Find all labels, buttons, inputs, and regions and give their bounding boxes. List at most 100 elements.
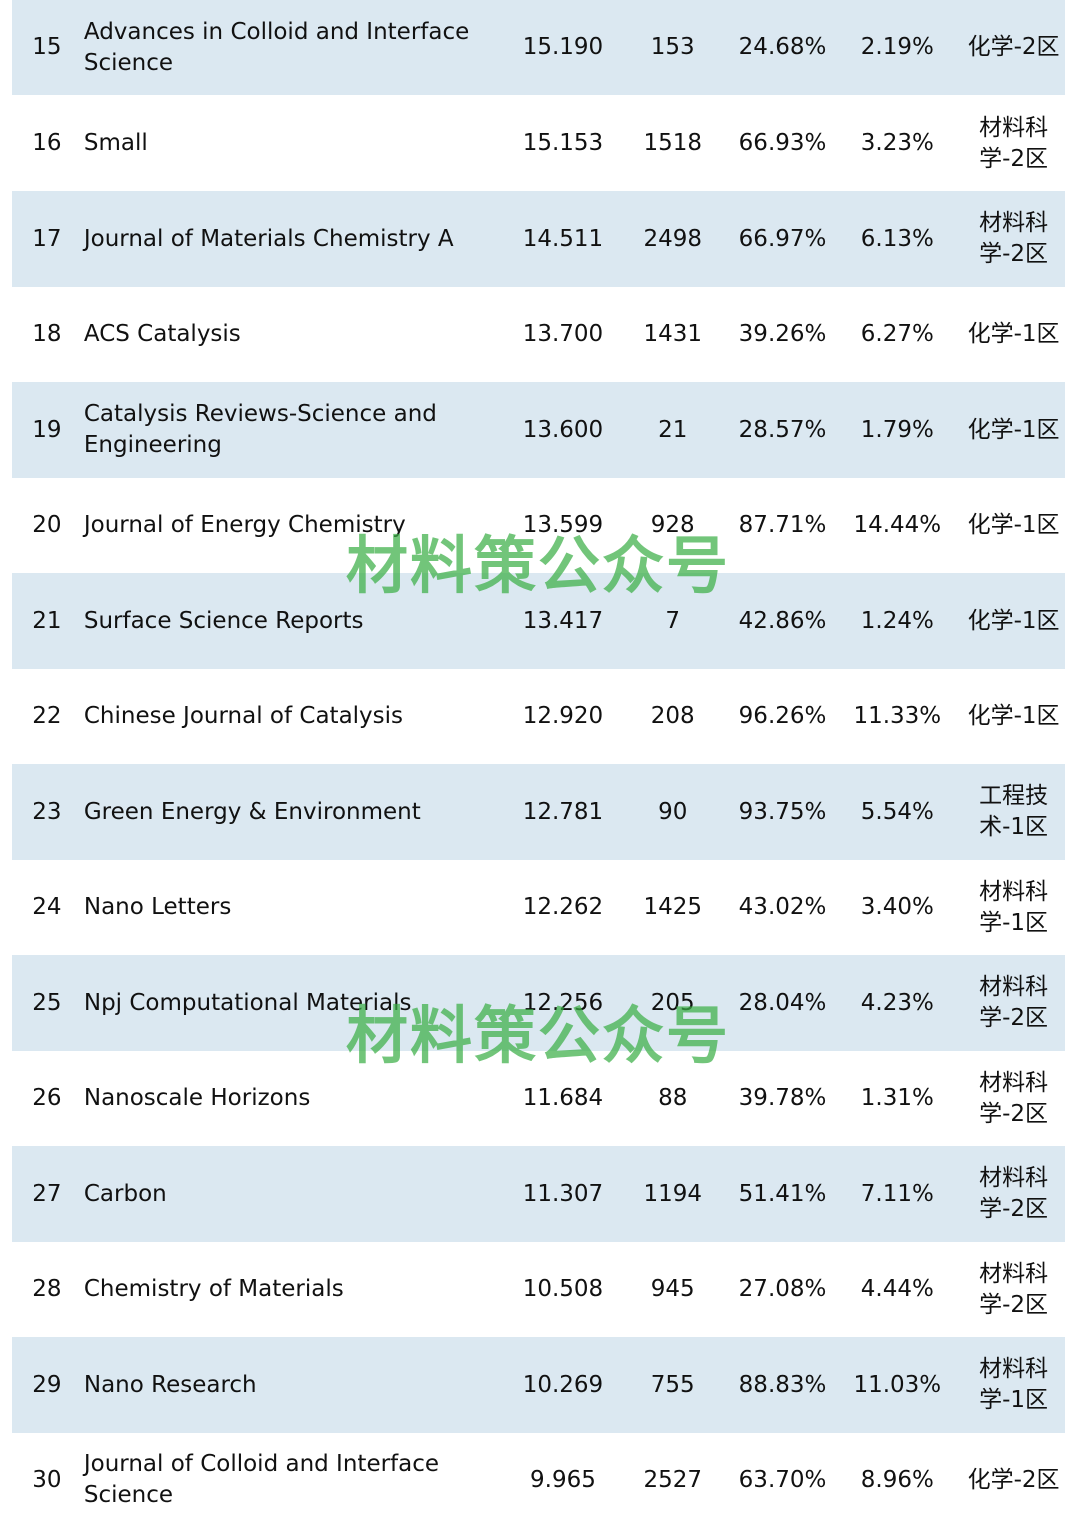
journal-title-cell: Nano Research xyxy=(83,1371,257,1398)
impact-factor-cell: 15.153 xyxy=(522,130,604,156)
self-citation-cell: 4.23% xyxy=(860,989,934,1016)
table-row: 20 Journal of Energy Chemistry 13.599 928 87… xyxy=(12,478,1065,573)
table-row: 22 Chinese Journal of Catalysis 12.920 208 9… xyxy=(12,669,1065,764)
rank-cell: 15 xyxy=(32,34,62,60)
oa-ratio-cell: 66.97% xyxy=(738,225,827,252)
rank-cell: 26 xyxy=(32,1085,62,1111)
table-row: 23 Green Energy & Environment 12.781 90 93.7… xyxy=(12,764,1065,860)
oa-ratio-cell: 93.75% xyxy=(738,798,827,825)
cas-zone-cell: 材料科学-2区 xyxy=(979,1260,1049,1318)
cas-zone-cell: 材料科学-1区 xyxy=(979,1356,1049,1413)
cas-zone-cell: 化学-2区 xyxy=(967,34,1060,60)
paper-count-cell: 1431 xyxy=(643,321,703,347)
table-row: 25 Npj Computational Materials 12.256 205 28… xyxy=(12,955,1065,1051)
oa-ratio-cell: 39.78% xyxy=(738,1085,827,1111)
impact-factor-cell: 14.511 xyxy=(522,225,604,252)
self-citation-cell: 3.23% xyxy=(860,130,934,156)
cas-zone-cell: 化学-1区 xyxy=(967,321,1060,347)
impact-factor-cell: 15.190 xyxy=(522,34,604,60)
impact-factor-cell: 13.600 xyxy=(522,416,604,443)
rank-cell: 23 xyxy=(32,798,62,825)
journal-title-cell: Journal of Materials Chemistry A xyxy=(83,225,454,252)
journal-title-cell: Nano Letters xyxy=(83,894,232,920)
self-citation-cell: 11.03% xyxy=(853,1371,942,1398)
journal-title-cell: Surface Science Reports xyxy=(83,607,364,634)
rank-cell: 20 xyxy=(32,512,62,538)
rank-cell: 18 xyxy=(32,321,62,347)
paper-count-cell: 88 xyxy=(658,1085,688,1111)
self-citation-cell: 1.24% xyxy=(860,607,934,634)
impact-factor-cell: 13.700 xyxy=(522,321,604,347)
table-row: 18 ACS Catalysis 13.700 1431 39.26% 6.27% 化学-1… xyxy=(12,287,1065,382)
table-row: 21 Surface Science Reports 13.417 7 42.86% 1.… xyxy=(12,573,1065,669)
journal-title-cell: Carbon xyxy=(83,1180,167,1207)
rank-cell: 28 xyxy=(32,1276,62,1302)
table-row: 27 Carbon 11.307 1194 51.41% 7.11% 材料科学-2区 xyxy=(12,1146,1065,1242)
impact-factor-cell: 11.684 xyxy=(522,1085,604,1111)
cas-zone-cell: 工程技术-1区 xyxy=(979,783,1049,840)
oa-ratio-cell: 28.04% xyxy=(738,989,827,1016)
self-citation-cell: 6.27% xyxy=(860,321,934,347)
oa-ratio-cell: 87.71% xyxy=(738,512,827,538)
rank-cell: 19 xyxy=(32,416,62,443)
cas-zone-cell: 化学-1区 xyxy=(967,607,1060,634)
table-row: 16 Small 15.153 1518 66.93% 3.23% 材料科学-2区 xyxy=(12,96,1065,191)
journal-title-cell: ACS Catalysis xyxy=(83,321,241,347)
impact-factor-cell: 13.417 xyxy=(522,607,604,634)
paper-count-cell: 2527 xyxy=(643,1466,703,1493)
rank-cell: 27 xyxy=(32,1180,62,1207)
impact-factor-cell: 10.508 xyxy=(522,1276,604,1302)
paper-count-cell: 90 xyxy=(658,798,688,825)
journal-title-cell: Green Energy & Environment xyxy=(83,798,421,825)
self-citation-cell: 7.11% xyxy=(860,1180,934,1207)
journal-title-cell: Journal of Colloid and Interface Science xyxy=(83,1451,440,1508)
self-citation-cell: 8.96% xyxy=(860,1466,934,1493)
cas-zone-cell: 化学-1区 xyxy=(967,512,1060,538)
rank-cell: 16 xyxy=(32,130,62,156)
self-citation-cell: 2.19% xyxy=(860,34,934,60)
paper-count-cell: 2498 xyxy=(643,225,703,252)
table-row: 17 Journal of Materials Chemistry A 14.511… xyxy=(12,191,1065,287)
paper-count-cell: 205 xyxy=(650,989,695,1016)
cas-zone-cell: 材料科学-2区 xyxy=(979,1069,1049,1127)
journal-title-cell: Journal of Energy Chemistry xyxy=(83,512,406,538)
self-citation-cell: 14.44% xyxy=(853,512,942,538)
impact-factor-cell: 12.781 xyxy=(522,798,604,825)
paper-count-cell: 21 xyxy=(658,416,688,443)
table-row: 29 Nano Research 10.269 755 88.83% 11.03% 材料科学… xyxy=(12,1337,1065,1433)
rank-cell: 29 xyxy=(32,1371,62,1398)
self-citation-cell: 11.33% xyxy=(853,703,942,729)
paper-count-cell: 1194 xyxy=(643,1180,703,1207)
rank-cell: 24 xyxy=(32,894,62,920)
self-citation-cell: 1.31% xyxy=(860,1085,934,1111)
journal-title-cell: Nanoscale Horizons xyxy=(83,1085,311,1111)
rank-cell: 30 xyxy=(32,1466,62,1493)
oa-ratio-cell: 66.93% xyxy=(738,130,827,156)
rank-cell: 25 xyxy=(32,989,62,1016)
paper-count-cell: 928 xyxy=(650,512,695,538)
cas-zone-cell: 化学-2区 xyxy=(967,1466,1060,1493)
self-citation-cell: 6.13% xyxy=(860,225,934,252)
oa-ratio-cell: 88.83% xyxy=(738,1371,827,1398)
journal-title-cell: Chinese Journal of Catalysis xyxy=(83,703,404,729)
paper-count-cell: 1425 xyxy=(643,894,703,920)
cas-zone-cell: 材料科学-1区 xyxy=(979,878,1049,936)
oa-ratio-cell: 51.41% xyxy=(738,1180,827,1207)
oa-ratio-cell: 24.68% xyxy=(738,34,827,60)
journal-title-cell: Small xyxy=(83,130,148,156)
paper-count-cell: 1518 xyxy=(643,130,703,156)
impact-factor-cell: 13.599 xyxy=(522,512,604,538)
journal-title-cell: Catalysis Reviews-Science and Engineerin… xyxy=(83,401,437,458)
table-row: 19 Catalysis Reviews-Science and Engineer… xyxy=(12,382,1065,478)
journal-title-cell: Chemistry of Materials xyxy=(83,1276,344,1302)
oa-ratio-cell: 28.57% xyxy=(738,416,827,443)
rank-cell: 17 xyxy=(32,225,62,252)
rank-cell: 21 xyxy=(32,607,62,634)
impact-factor-cell: 10.269 xyxy=(522,1371,604,1398)
rank-cell: 22 xyxy=(32,703,62,729)
cas-zone-cell: 化学-1区 xyxy=(967,416,1060,443)
table-row: 15 Advances in Colloid and Interface Scie… xyxy=(12,0,1065,95)
self-citation-cell: 4.44% xyxy=(860,1276,934,1302)
paper-count-cell: 208 xyxy=(650,703,695,729)
cas-zone-cell: 材料科学-2区 xyxy=(979,974,1049,1031)
